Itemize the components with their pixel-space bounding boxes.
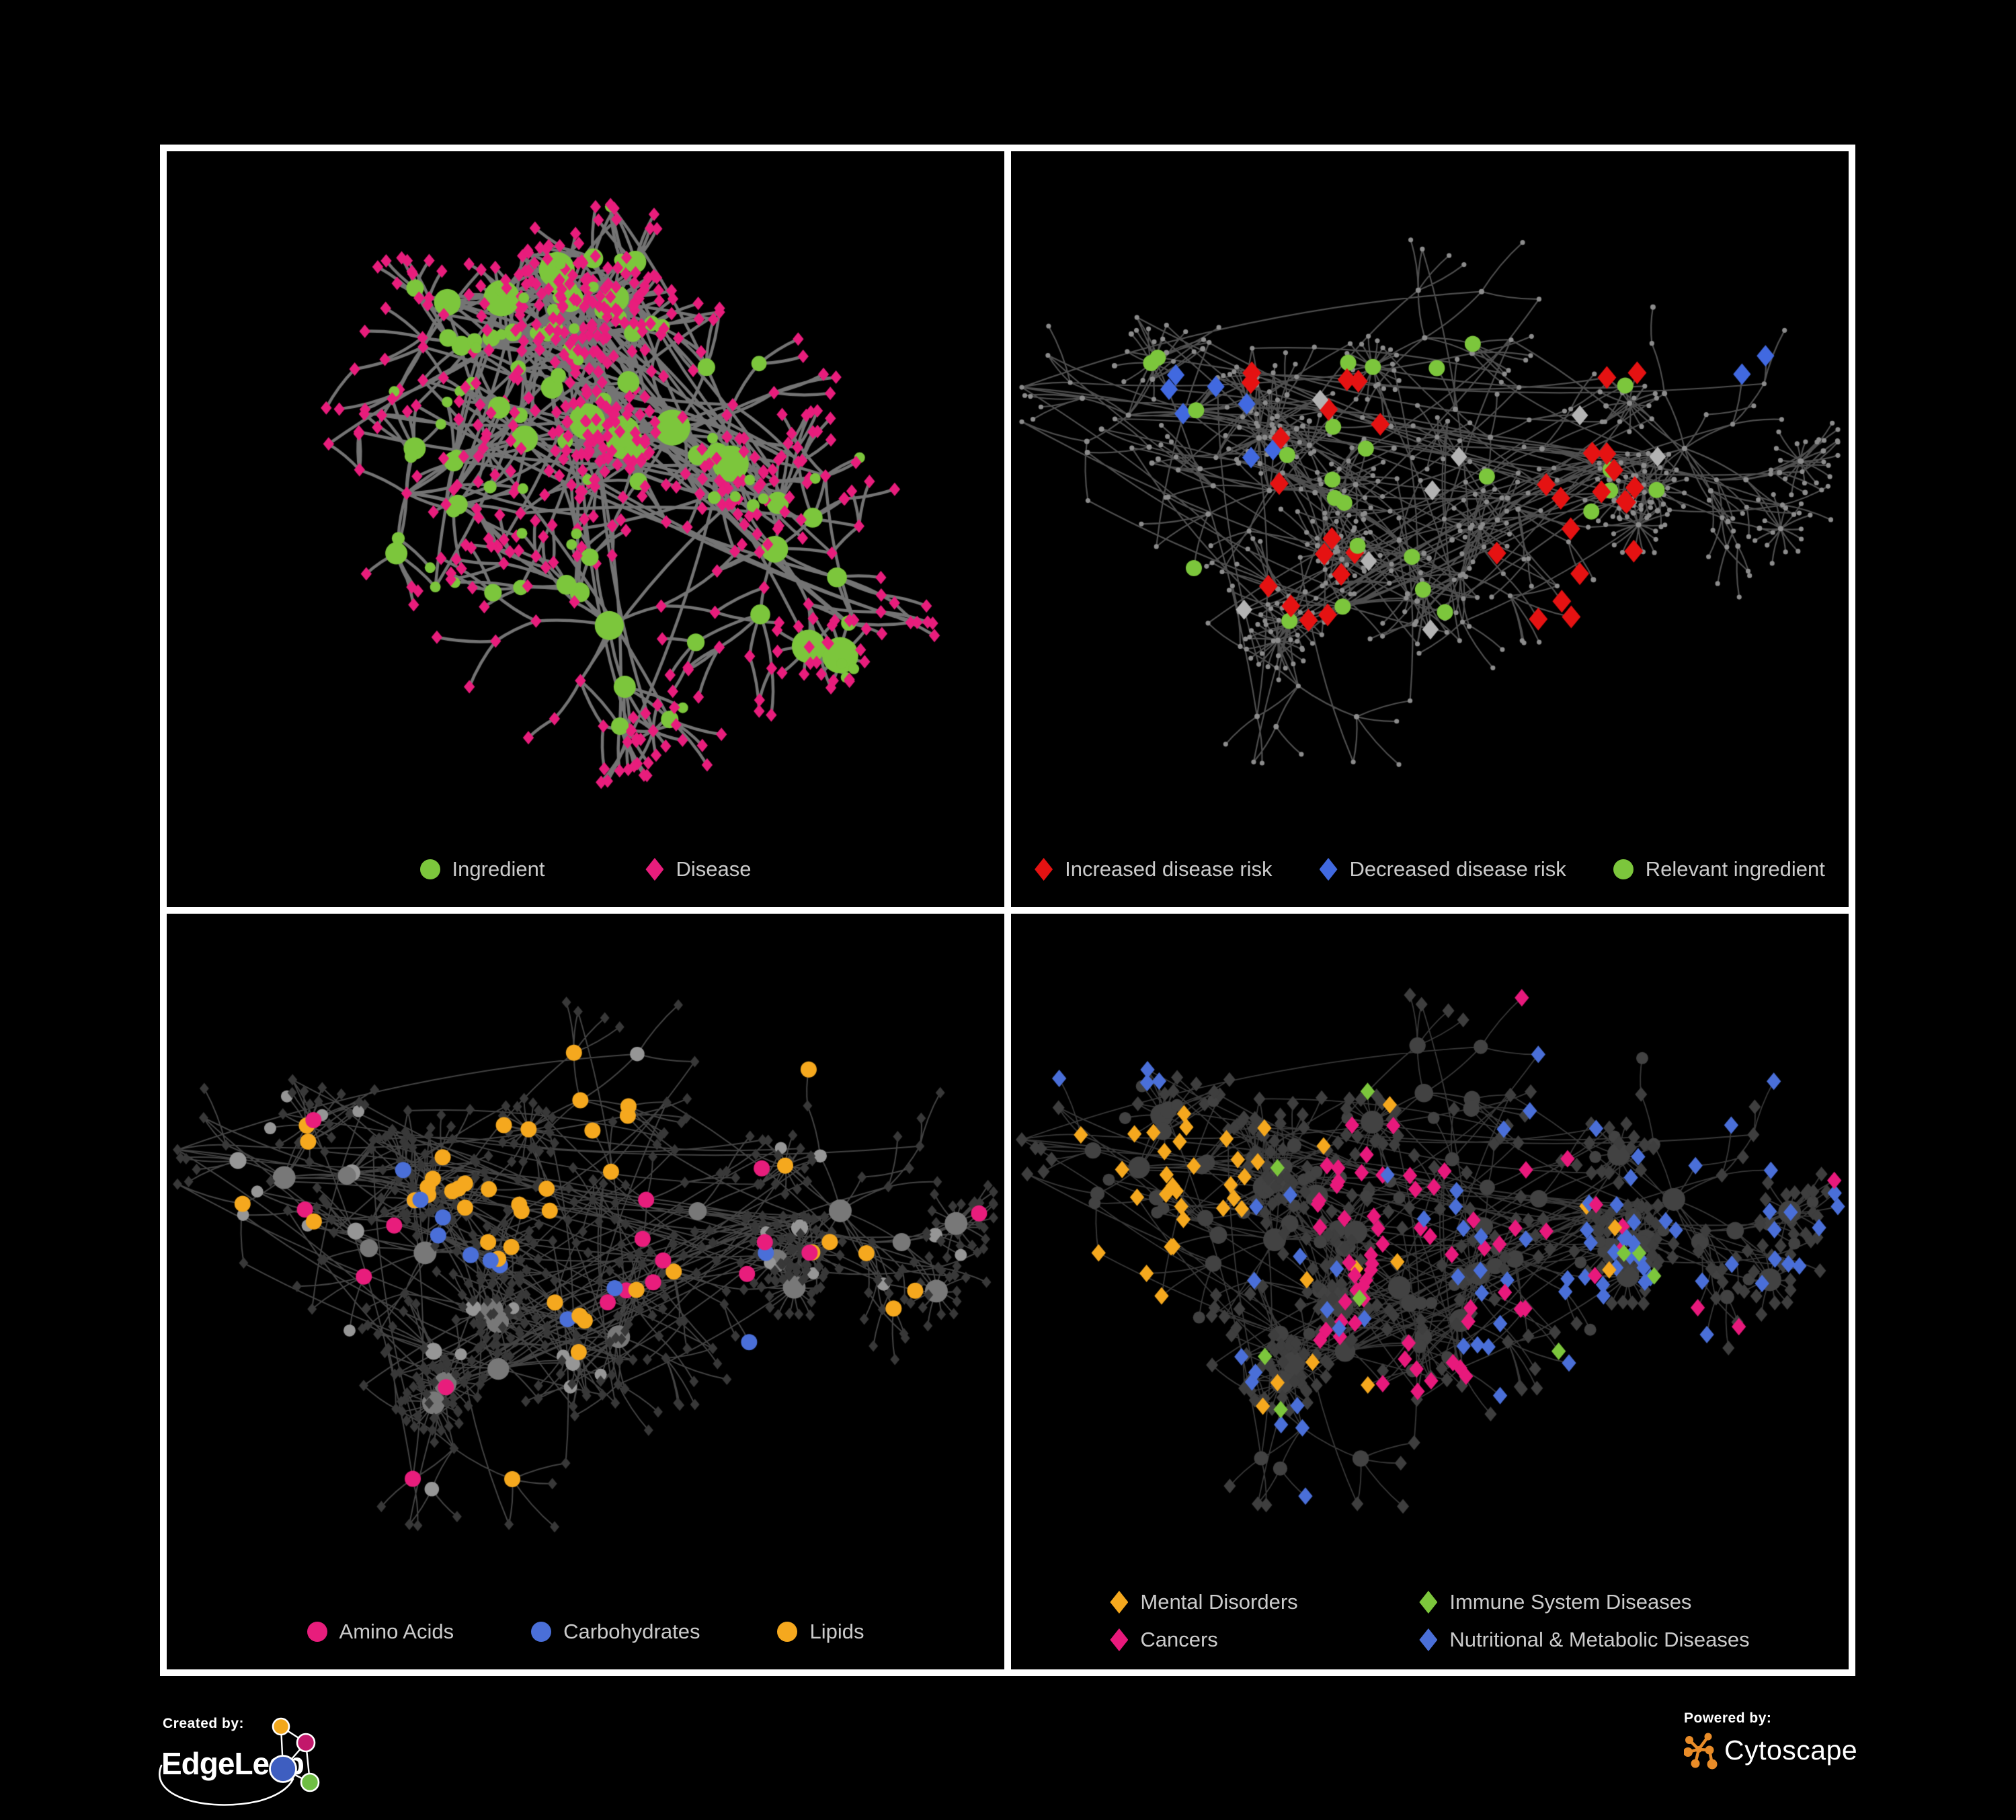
powered-by-label: Powered by: [1684,1710,1772,1726]
legend-label: Increased disease risk [1065,857,1273,881]
powered-by-brand: Powered by: Cytoscape [1684,1710,1966,1811]
legend-item-carbohydrates: Carbohydrates [531,1620,700,1644]
ingredient-disease-network-canvas [167,151,1004,850]
panel-disease-categories: Mental Disorders Immune System Diseases … [1011,914,1849,1669]
panel-ingredient-classes: Amino Acids Carbohydrates Lipids [167,914,1004,1669]
legend-item-mental-disorders: Mental Disorders [1110,1590,1392,1614]
legend-item-amino-acids: Amino Acids [307,1620,454,1644]
disease-risk-network-canvas [1011,151,1849,850]
legend-item-lipids: Lipids [777,1620,864,1644]
legend-item-cancers: Cancers [1110,1628,1392,1652]
legend-label: Cancers [1140,1628,1218,1651]
relevant-ingredient-marker-icon [1613,859,1634,879]
legend-label: Immune System Diseases [1449,1590,1692,1614]
created-by-label: Created by: [163,1716,245,1731]
immune-system-diseases-marker-icon [1419,1591,1438,1614]
legend-label: Disease [676,857,752,881]
decreased-risk-marker-icon [1319,858,1338,881]
disease-risk-legend: Increased disease risk Decreased disease… [1011,850,1849,907]
legend-item-increased-risk: Increased disease risk [1035,857,1273,881]
mental-disorders-marker-icon [1110,1591,1129,1614]
legend-label: Lipids [809,1620,864,1643]
disease-marker-icon [645,858,664,881]
created-by-brand: Created by: EdgeLeap [159,1713,511,1814]
edgeleap-logo-icon [159,1717,320,1806]
disease-categories-network-canvas [1011,914,1849,1586]
legend-item-ingredient: Ingredient [419,857,545,881]
ingredient-marker-icon [419,859,440,879]
nutritional-metabolic-diseases-marker-icon [1419,1628,1438,1651]
carbohydrates-marker-icon [531,1622,552,1642]
lipids-marker-icon [777,1622,798,1642]
panel-ingredient-disease: Ingredient Disease [167,151,1004,907]
amino-acids-marker-icon [307,1622,327,1642]
legend-item-nutritional-metabolic-diseases: Nutritional & Metabolic Diseases [1419,1628,1750,1652]
legend-item-immune-system-diseases: Immune System Diseases [1419,1590,1749,1614]
ingredient-disease-legend: Ingredient Disease [167,850,1004,907]
legend-label: Mental Disorders [1140,1590,1298,1614]
legend-item-disease: Disease [645,857,751,881]
legend-item-decreased-risk: Decreased disease risk [1319,857,1566,881]
ingredient-classes-legend: Amino Acids Carbohydrates Lipids [167,1613,1004,1669]
legend-label: Relevant ingredient [1645,857,1825,881]
legend-label: Decreased disease risk [1349,857,1566,881]
cytoscape-logo-icon [1684,1733,1718,1770]
panels-frame: Ingredient Disease Increased disease ris… [160,145,1855,1676]
panel-disease-risk: Increased disease risk Decreased disease… [1011,151,1849,907]
increased-risk-marker-icon [1035,858,1053,881]
cancers-marker-icon [1110,1628,1129,1651]
legend-label: Carbohydrates [563,1620,700,1643]
disease-categories-legend: Mental Disorders Immune System Diseases … [1011,1586,1849,1669]
legend-label: Amino Acids [339,1620,454,1643]
ingredient-classes-network-canvas [167,914,1004,1613]
legend-label: Nutritional & Metabolic Diseases [1449,1628,1750,1651]
legend-item-relevant-ingredient: Relevant ingredient [1613,857,1825,881]
legend-label: Ingredient [452,857,545,881]
cytoscape-wordmark: Cytoscape [1724,1734,1858,1766]
